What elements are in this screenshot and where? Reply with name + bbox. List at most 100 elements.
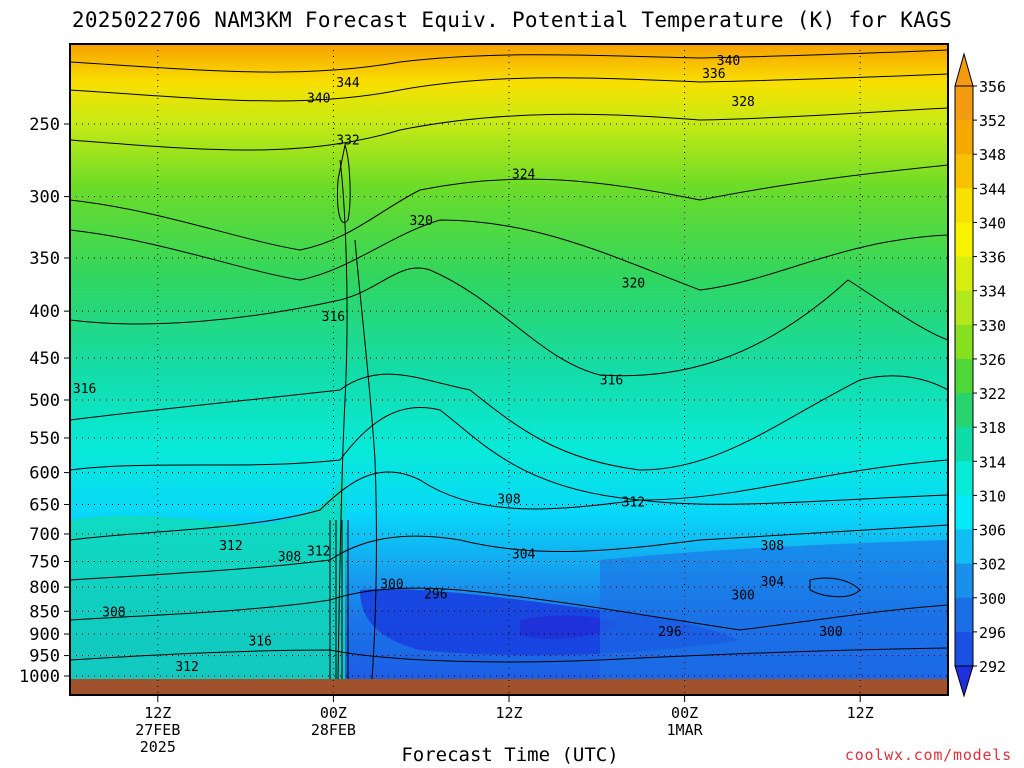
contour-label: 320 [622,276,645,291]
colorbar-label: 310 [979,487,1006,505]
colorbar-label: 326 [979,351,1006,369]
contour-label: 312 [175,660,198,675]
colorbar-label: 322 [979,385,1006,403]
y-tick-label: 300 [29,188,60,208]
colorbar-frame [954,85,974,667]
contour-label: 296 [424,588,447,603]
y-tick-label: 700 [29,525,60,545]
contour-label: 316 [248,635,271,650]
colorbar-label: 348 [979,146,1006,164]
cool-region-right [600,540,948,680]
contour-label: 304 [761,575,785,590]
y-tick-label: 350 [29,249,60,269]
colorbar-label: 330 [979,317,1006,335]
colorbar-label: 302 [979,556,1006,574]
contour-label: 320 [409,214,432,229]
colorbar-label: 314 [979,453,1006,471]
colorbar-segment [955,461,973,496]
contour-label: 300 [819,625,842,640]
contour-label: 336 [702,67,725,82]
y-tick-label: 850 [29,602,60,622]
colorbar-segment [955,358,973,394]
colorbar-label: 296 [979,624,1006,642]
colorbar-label: 306 [979,522,1006,540]
colorbar-segment [955,86,973,121]
x-tick-label: 00Z [671,704,698,722]
contour-label: 312 [307,545,330,560]
y-axis: 250 300 350 400 450 500 550 600 650 700 750 800 850 9… [19,115,70,687]
contour-label: 308 [102,605,125,620]
y-tick-label: 400 [29,302,60,322]
colorbar-label: 352 [979,112,1006,130]
y-tick-label: 1000 [19,667,60,687]
x-axis-title: Forecast Time (UTC) [401,744,619,766]
y-tick-label: 950 [29,647,60,667]
colorbar-segment [955,563,973,599]
colorbar-segment [955,222,973,258]
colorbar-label: 340 [979,214,1006,232]
colorbar-label: 356 [979,78,1006,96]
contour-label: 316 [73,382,96,397]
y-tick-label: 750 [29,552,60,572]
colorbar-segment [955,495,973,531]
colorbar-segment [955,324,973,360]
x-tick-label: 00Z [320,704,347,722]
contour-label: 308 [761,539,784,554]
contour-label: 340 [717,54,740,69]
colorbar-segment [955,188,973,223]
chart-title: 2025022706 NAM3KM Forecast Equiv. Potent… [71,8,953,32]
colorbar-label: 292 [979,658,1006,676]
colorbar-segment [955,154,973,189]
x-tick-label: 12Z [495,704,522,722]
gridlines [70,44,948,695]
x-tick-label: 2025 [140,738,176,756]
colorbar-segment [955,120,973,155]
colorbar-label: 344 [979,180,1006,198]
contour-label: 300 [380,578,403,593]
contour-label: 312 [219,539,242,554]
cold-core [520,615,620,639]
contour-label: 296 [658,625,681,640]
y-tick-label: 250 [29,115,60,135]
colorbar-label: 318 [979,419,1006,437]
colorbar: 356 352 348 344 340 336 334 330 326 322 318 314 310 3… [954,52,1006,698]
contour-label: 300 [731,589,754,604]
contour-label: 308 [278,550,301,565]
x-tick-label: 27FEB [135,721,180,739]
contour-label: 344 [336,76,360,91]
contour-label: 340 [307,92,330,107]
contour-label: 316 [322,310,345,325]
colorbar-segment [955,393,973,428]
colorbar-arrow-bottom [954,665,974,698]
y-tick-label: 550 [29,429,60,449]
colorbar-segment [955,427,973,462]
y-tick-label: 650 [29,495,60,515]
colorbar-arrow-top [954,52,974,87]
colorbar-segment [955,256,973,292]
x-tick-label: 1MAR [667,721,704,739]
y-tick-label: 500 [29,391,60,411]
y-tick-label: 900 [29,625,60,645]
colorbar-segment [955,290,973,326]
contour-label: 312 [622,495,645,510]
x-tick-label: 12Z [144,704,171,722]
colorbar-label: 334 [979,283,1006,301]
y-tick-label: 450 [29,349,60,369]
colorbar-segment [955,597,973,633]
contour-label: 304 [512,547,536,562]
y-tick-label: 800 [29,578,60,598]
x-tick-label: 12Z [847,704,874,722]
colorbar-segment [955,631,973,667]
warm-region-left [70,470,345,680]
contour-label: 324 [512,167,536,182]
contour-label: 332 [336,134,359,149]
contour-label: 316 [600,374,623,389]
colorbar-label: 336 [979,249,1006,267]
colorbar-label: 300 [979,590,1006,608]
contour-label: 328 [731,95,754,110]
watermark: coolwx.com/models [844,746,1012,764]
colorbar-segment [955,529,973,565]
